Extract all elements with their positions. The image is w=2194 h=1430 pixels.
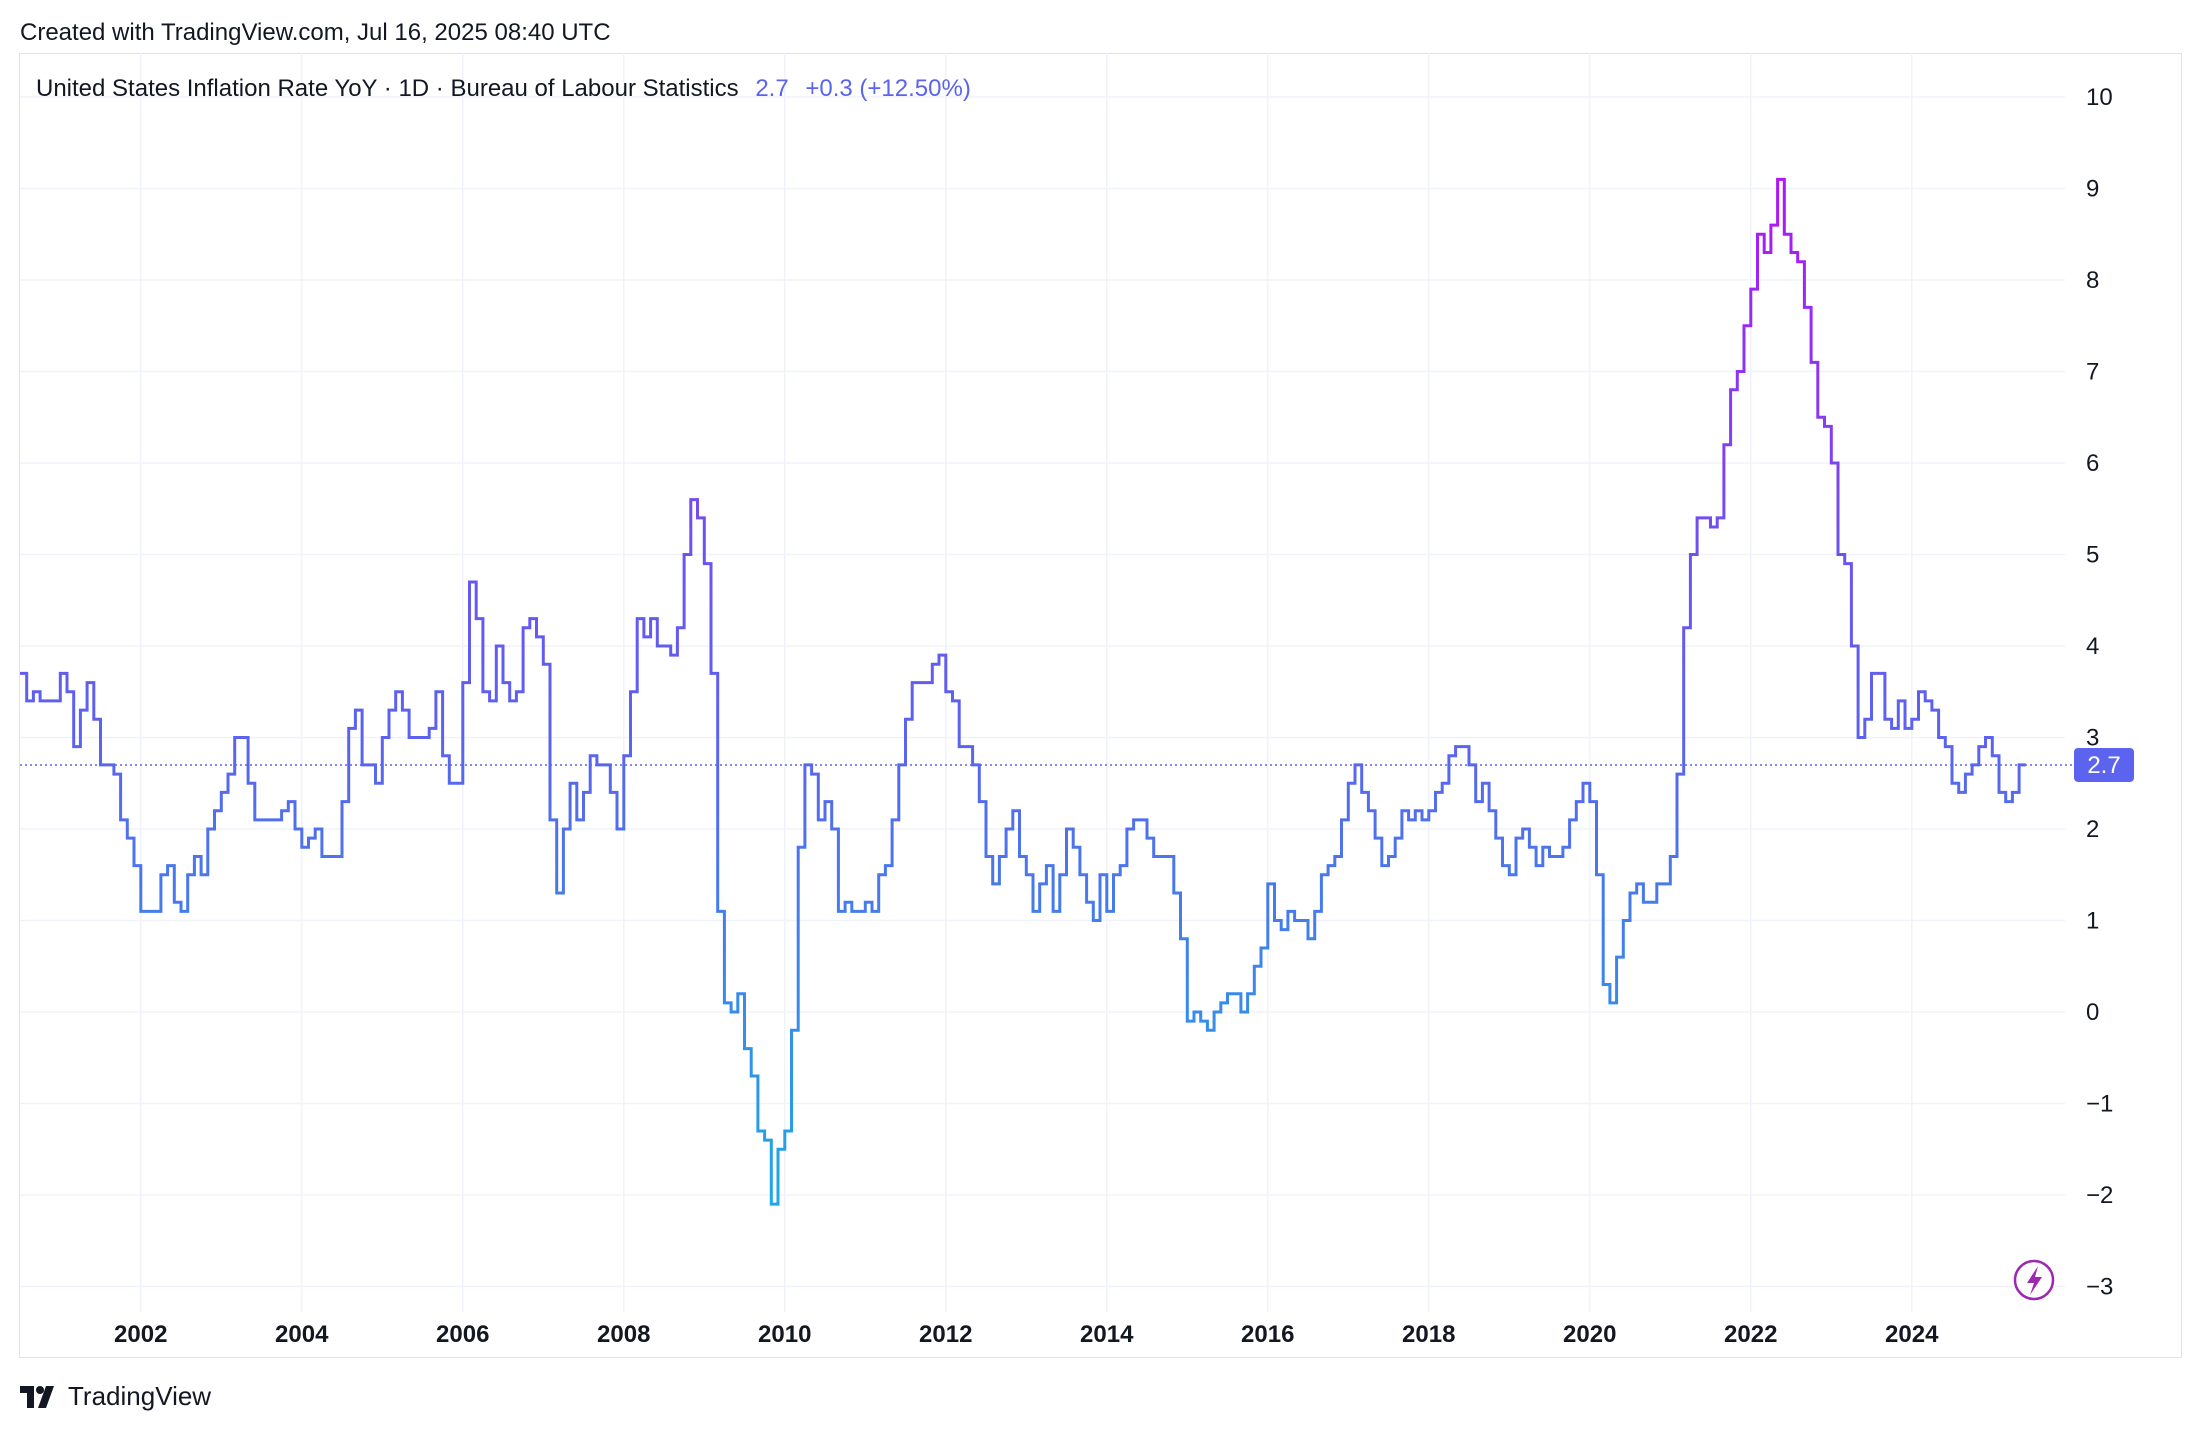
last-value-badge: 2.7 bbox=[2074, 747, 2134, 782]
x-tick-label: 2016 bbox=[1241, 1321, 1294, 1348]
y-tick-label: 0 bbox=[2086, 999, 2099, 1026]
y-tick-label: −2 bbox=[2086, 1182, 2113, 1209]
x-tick-label: 2024 bbox=[1885, 1321, 1939, 1348]
x-tick-label: 2010 bbox=[758, 1321, 811, 1348]
chart-frame bbox=[19, 53, 2182, 1358]
brand-name: TradingView bbox=[68, 1381, 212, 1411]
y-tick-label: 4 bbox=[2086, 633, 2099, 660]
y-tick-label: 5 bbox=[2086, 542, 2099, 569]
x-tick-label: 2012 bbox=[919, 1321, 972, 1348]
series-line bbox=[20, 177, 2026, 1206]
x-tick-label: 2014 bbox=[1080, 1321, 1134, 1348]
created-caption: Created with TradingView.com, Jul 16, 20… bbox=[20, 19, 611, 46]
y-tick-label: 1 bbox=[2086, 908, 2099, 935]
series-legend[interactable]: United States Inflation Rate YoY · 1D · … bbox=[36, 75, 971, 103]
y-tick-label: 6 bbox=[2086, 450, 2099, 477]
y-tick-label: 7 bbox=[2086, 359, 2099, 386]
y-tick-label: −1 bbox=[2086, 1091, 2113, 1118]
horizontal-gridlines bbox=[20, 96, 2065, 1288]
x-tick-label: 2018 bbox=[1402, 1321, 1455, 1348]
y-tick-label: 10 bbox=[2086, 84, 2113, 111]
vertical-gridlines bbox=[140, 53, 1913, 1312]
y-tick-label: −3 bbox=[2086, 1274, 2113, 1301]
x-tick-label: 2002 bbox=[114, 1321, 167, 1348]
brand[interactable]: TradingView bbox=[20, 1381, 211, 1412]
y-tick-label: 2 bbox=[2086, 816, 2099, 843]
x-tick-label: 2020 bbox=[1563, 1321, 1616, 1348]
lightning-icon[interactable] bbox=[2013, 1259, 2055, 1301]
y-tick-label: 8 bbox=[2086, 267, 2099, 294]
badge-label: 2.7 bbox=[2087, 752, 2120, 779]
legend-last-value: 2.7 bbox=[755, 75, 789, 102]
x-tick-label: 2004 bbox=[275, 1321, 329, 1348]
x-tick-label: 2008 bbox=[597, 1321, 650, 1348]
y-tick-label: 3 bbox=[2086, 725, 2099, 752]
tradingview-logo-icon bbox=[20, 1385, 54, 1408]
x-axis: 2002 2004 2006 2008 2010 2012 2014 2016 2018 2020… bbox=[114, 1321, 1939, 1348]
y-tick-label: 9 bbox=[2086, 176, 2099, 203]
x-tick-label: 2022 bbox=[1724, 1321, 1777, 1348]
x-tick-label: 2006 bbox=[436, 1321, 489, 1348]
badge-bg bbox=[2074, 747, 2134, 782]
legend-symbol: United States Inflation Rate YoY · 1D · … bbox=[36, 75, 739, 102]
legend-change: +0.3 (+12.50%) bbox=[805, 75, 971, 102]
